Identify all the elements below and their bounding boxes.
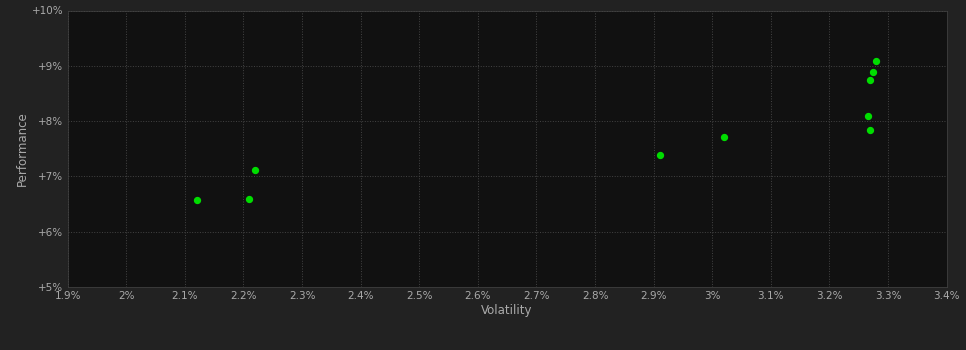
Point: [716, 134, 731, 139]
Point: [863, 127, 878, 133]
Point: [860, 113, 875, 118]
Point: [652, 153, 668, 158]
Y-axis label: Performance: Performance: [16, 111, 29, 186]
Point: [866, 70, 881, 75]
Point: [242, 196, 257, 201]
Point: [863, 77, 878, 83]
X-axis label: Volatility: Volatility: [481, 304, 533, 317]
Point: [868, 58, 884, 64]
Point: [247, 167, 263, 173]
Point: [188, 197, 204, 202]
